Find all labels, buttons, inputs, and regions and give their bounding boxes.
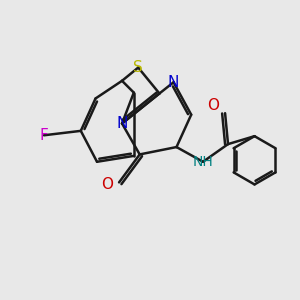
Text: S: S [133,60,143,75]
Text: F: F [40,128,48,143]
Text: O: O [101,177,113,192]
Text: N: N [168,75,179,90]
Text: NH: NH [193,155,213,169]
Text: N: N [116,116,128,131]
Text: O: O [207,98,219,113]
